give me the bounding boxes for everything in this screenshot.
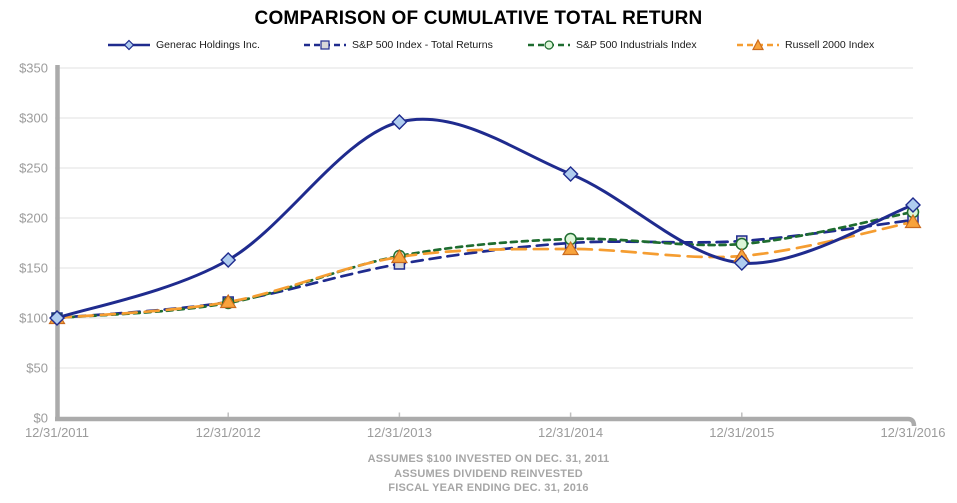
y-axis-label: $100 <box>19 311 48 326</box>
x-axis-label: 12/31/2012 <box>196 425 261 440</box>
y-axis-label: $350 <box>19 61 48 76</box>
legend-sample-diamond-icon <box>108 39 150 51</box>
marker-triangle <box>904 213 922 229</box>
y-axis-label: $0 <box>34 411 48 426</box>
footnote-invested: ASSUMES $100 INVESTED ON DEC. 31, 2011 <box>367 453 610 465</box>
marker-triangle <box>390 248 408 264</box>
chart-footnotes: ASSUMES $100 INVESTED ON DEC. 31, 2011 A… <box>20 452 957 496</box>
legend-label: Generac Holdings Inc. <box>156 39 260 51</box>
x-axis-label: 12/31/2015 <box>709 425 774 440</box>
legend-item-russell-2000-index: Russell 2000 Index <box>736 37 874 53</box>
y-axis-label: $300 <box>19 111 48 126</box>
legend-item-generac-holdings-inc: Generac Holdings Inc. <box>107 37 260 53</box>
marker-triangle <box>219 293 237 309</box>
x-axis-label: 12/31/2014 <box>538 425 603 440</box>
series-line-generac-holdings-inc <box>55 117 915 320</box>
x-axis-label: 12/31/2016 <box>880 425 945 440</box>
marker-diamond <box>49 310 65 326</box>
legend-sample-square-icon <box>304 40 346 50</box>
footnote-dividend: ASSUMES DIVIDEND REINVESTED <box>394 467 583 480</box>
footnote-fiscal-year: FISCAL YEAR ENDING DEC. 31, 2016 <box>388 482 589 494</box>
legend-sample-circle-icon <box>528 40 570 50</box>
marker-triangle <box>752 38 764 51</box>
legend-label: Russell 2000 Index <box>785 39 875 51</box>
marker-circle <box>544 40 554 50</box>
marker-diamond <box>733 255 750 271</box>
x-axis-label: 12/31/2013 <box>367 425 432 440</box>
legend-label: S&P 500 Industrials Index <box>576 39 697 51</box>
legend-item-s-p-500-industrials-index: S&P 500 Industrials Index <box>527 37 697 53</box>
series-line-russell-2000-index <box>55 220 915 320</box>
chart-title: COMPARISON OF CUMULATIVE TOTAL RETURN <box>254 8 703 29</box>
marker-diamond <box>391 114 408 130</box>
marker-triangle <box>562 240 580 256</box>
legend-item-s-p-500-index-total-returns: S&P 500 Index - Total Returns <box>303 37 493 53</box>
marker-diamond <box>220 252 237 268</box>
legend-label: S&P 500 Index - Total Returns <box>352 39 493 51</box>
y-axis-label: $250 <box>19 161 48 176</box>
chart-legend: Generac Holdings Inc. S&P 500 Index - Tot… <box>0 37 957 55</box>
marker-diamond <box>562 166 579 182</box>
marker-square <box>320 40 330 50</box>
y-axis-label: $200 <box>19 211 48 226</box>
y-axis-label: $150 <box>19 261 48 276</box>
series-line-s-p-500-index-total-returns <box>55 218 915 320</box>
legend-sample-triangle-icon <box>737 38 779 51</box>
series-line-s-p-500-industrials-index <box>55 210 915 320</box>
x-axis-label: 12/31/2011 <box>25 425 89 440</box>
x-axis-line <box>55 416 917 427</box>
marker-diamond <box>123 39 135 51</box>
marker-diamond <box>905 197 921 213</box>
y-axis-label: $50 <box>26 361 48 376</box>
